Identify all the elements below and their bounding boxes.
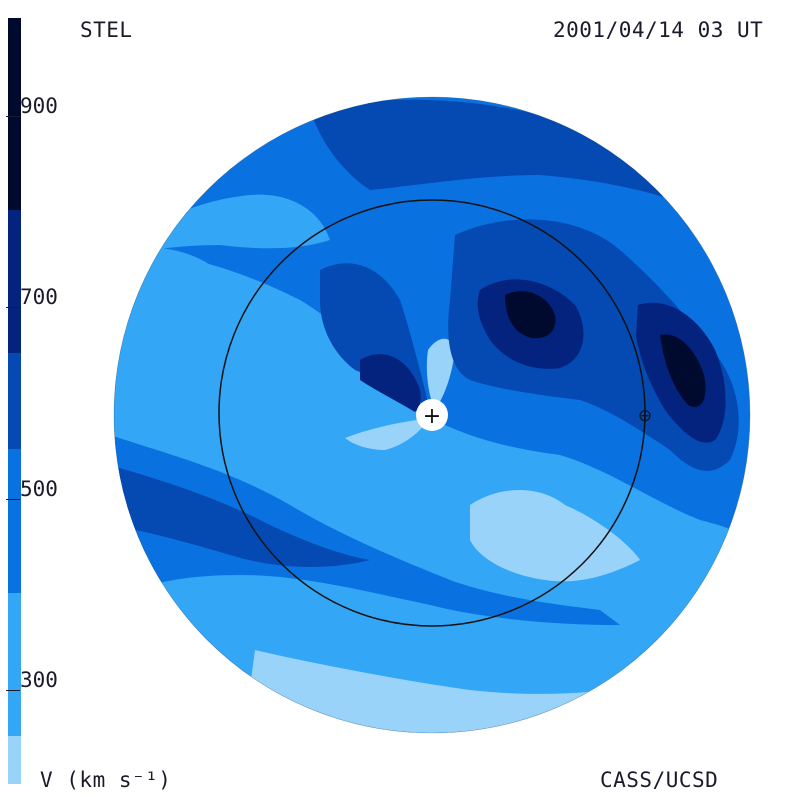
contour-faster-sunward xyxy=(360,354,421,412)
sun-marker xyxy=(416,399,448,431)
colorbar-tick-mark-300 xyxy=(6,690,20,692)
contour-slow-left xyxy=(114,247,425,416)
contour-slowest-center xyxy=(470,490,640,582)
colorbar-band-0 xyxy=(8,736,21,784)
earth-symbol: ⊕ xyxy=(638,406,652,426)
contour-band-lower xyxy=(114,435,620,625)
contour-fastest-right xyxy=(660,334,706,408)
contour-slowest-sun xyxy=(345,418,430,450)
colorbar-band-2 xyxy=(8,448,21,593)
contour-upper-cap xyxy=(310,99,700,210)
heliosphere-boundary xyxy=(113,96,751,734)
colorbar-tick-label-900: 900 xyxy=(20,93,58,118)
colorbar-band-4 xyxy=(8,209,21,354)
colorbar-tick-mark-700 xyxy=(6,307,20,309)
credit-label: CASS/UCSD xyxy=(600,768,719,792)
contour-fastest-center xyxy=(505,291,556,339)
colorbar-tick-mark-900 xyxy=(6,115,20,117)
colorbar-tick-label-500: 500 xyxy=(20,476,58,501)
colorbar-label: V (km s⁻¹) xyxy=(40,768,172,792)
colorbar-tick-label-700: 700 xyxy=(20,285,58,310)
contour-upper-left-light xyxy=(114,194,330,260)
contour-slowest-sun-stem xyxy=(426,338,455,410)
timestamp-label: 2001/04/14 03 UT xyxy=(553,18,764,42)
observatory-label: STEL xyxy=(80,18,133,42)
colorbar-tick-label-300: 300 xyxy=(20,668,58,693)
sun-symbol: + xyxy=(423,404,441,429)
contour-band-lower-core xyxy=(114,465,370,567)
earth-orbit-circle xyxy=(218,199,646,627)
colorbar-band-3 xyxy=(8,353,21,449)
velocity-colorbar xyxy=(8,18,21,784)
colorbar-band-5 xyxy=(8,18,21,210)
colorbar-band-1 xyxy=(8,592,21,737)
colorbar-tick-mark-500 xyxy=(6,498,20,500)
